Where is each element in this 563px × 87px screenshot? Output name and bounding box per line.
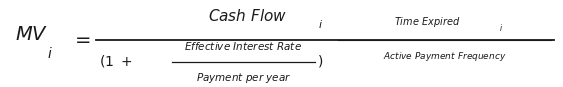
Text: $)$: $)$ bbox=[317, 53, 323, 69]
Text: $\mathit{Payment\ per\ year}$: $\mathit{Payment\ per\ year}$ bbox=[195, 71, 291, 85]
Text: $(1\ +$: $(1\ +$ bbox=[99, 53, 132, 69]
Text: $=$: $=$ bbox=[71, 30, 91, 48]
Text: $\mathit{Cash\ Flow}$: $\mathit{Cash\ Flow}$ bbox=[208, 8, 288, 24]
Text: $\mathit{Active\ Payment\ Frequency}$: $\mathit{Active\ Payment\ Frequency}$ bbox=[383, 50, 506, 63]
Text: $\mathit{i}$: $\mathit{i}$ bbox=[499, 22, 503, 33]
Text: $\mathit{i}$: $\mathit{i}$ bbox=[47, 46, 52, 61]
Text: $\mathit{i}$: $\mathit{i}$ bbox=[318, 18, 323, 30]
Text: $\mathit{MV}$: $\mathit{MV}$ bbox=[15, 26, 48, 44]
Text: $\mathit{Time\ Expired}$: $\mathit{Time\ Expired}$ bbox=[394, 15, 461, 29]
Text: $\mathit{Effective\ Interest\ Rate}$: $\mathit{Effective\ Interest\ Rate}$ bbox=[184, 40, 302, 52]
